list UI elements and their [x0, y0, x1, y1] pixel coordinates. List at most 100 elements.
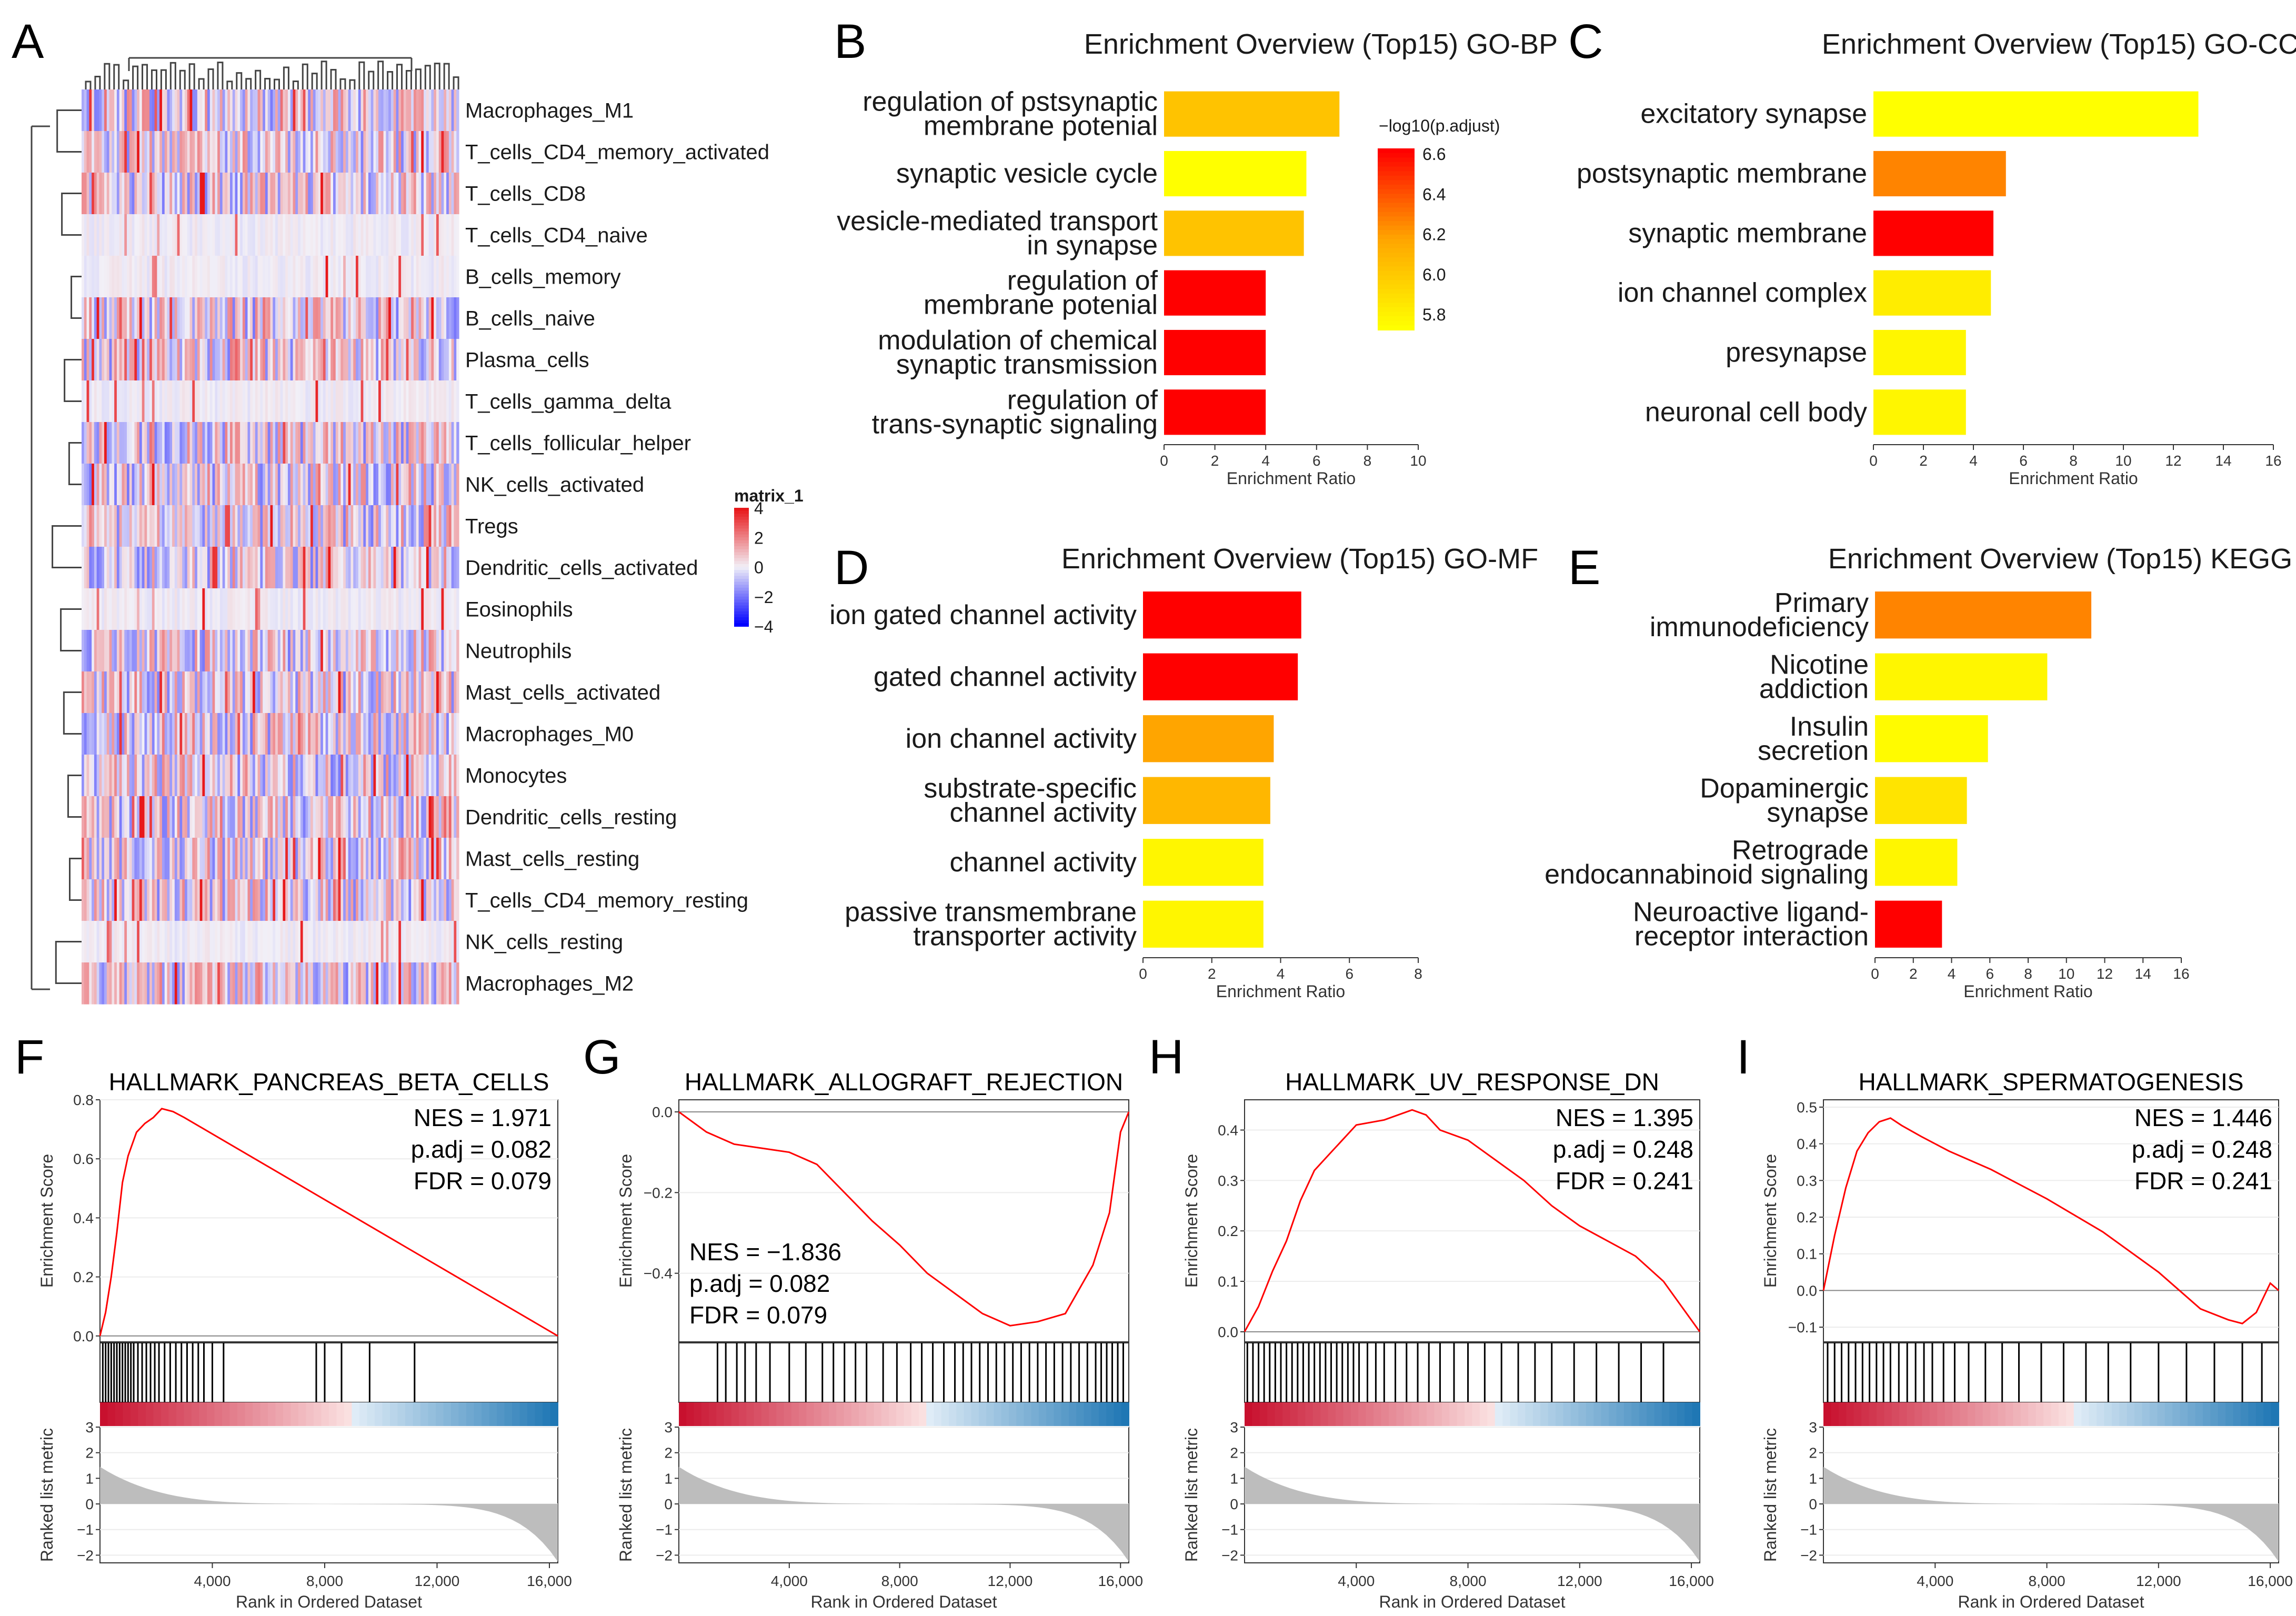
- heatmap-cell: [436, 588, 439, 630]
- heatmap-cell: [406, 256, 409, 298]
- heatmap-cell: [99, 547, 102, 589]
- heatmap-cell: [298, 796, 301, 838]
- rank-color-bar-segment: [382, 1402, 390, 1426]
- heatmap-cell: [184, 879, 188, 921]
- heatmap-cell: [230, 256, 233, 298]
- heatmap-cell: [330, 464, 334, 506]
- heatmap-cell: [114, 339, 117, 381]
- rank-color-bar-segment: [2157, 1402, 2165, 1426]
- heatmap-cell: [184, 962, 188, 1005]
- heatmap-cell: [230, 89, 233, 132]
- heatmap-cell: [310, 962, 314, 1005]
- heatmap-cell: [343, 380, 346, 423]
- heatmap-cell: [348, 630, 352, 672]
- row-dendrogram-branch: [61, 193, 82, 236]
- heatmap-cell: [154, 630, 157, 672]
- heatmap-cell: [162, 214, 165, 256]
- heatmap-cell: [260, 671, 263, 714]
- heatmap-row-label: NK_cells_resting: [465, 931, 623, 954]
- heatmap-cell: [431, 505, 434, 547]
- rank-color-bar-segment: [550, 1402, 558, 1426]
- heatmap-cell: [451, 131, 455, 173]
- heatmap-cell: [149, 921, 153, 963]
- heatmap-cell: [197, 921, 200, 963]
- heatmap-cell: [217, 755, 220, 797]
- heatmap-cell: [242, 214, 246, 256]
- heatmap-cell: [383, 173, 386, 215]
- heatmap-cell: [154, 671, 157, 714]
- heatmap-cell: [293, 796, 296, 838]
- color-legend-swatch: [1378, 262, 1415, 267]
- heatmap-cell: [129, 547, 133, 589]
- column-dendrogram-branch: [151, 69, 157, 89]
- heatmap-cell: [119, 89, 123, 132]
- heatmap-cell: [159, 671, 163, 714]
- heatmap-cell: [137, 214, 140, 256]
- heatmap-cell: [287, 214, 291, 256]
- heatmap-cell: [207, 131, 210, 173]
- heatmap-cell: [179, 755, 183, 797]
- heatmap-cell: [383, 838, 386, 880]
- heatmap-cell: [99, 879, 102, 921]
- heatmap-cell: [195, 671, 198, 714]
- heatmap-cell: [277, 962, 281, 1005]
- heatmap-cell: [172, 464, 175, 506]
- heatmap-cell: [225, 173, 228, 215]
- heatmap-cell: [174, 256, 178, 298]
- es-y-tick-label: 0.0: [1797, 1282, 1817, 1299]
- heatmap-cell: [426, 755, 429, 797]
- color-legend-swatch: [1378, 257, 1415, 263]
- heatmap-cell: [424, 671, 427, 714]
- heatmap-cell: [408, 630, 412, 672]
- heatmap-cell: [127, 921, 130, 963]
- heatmap-cell: [172, 214, 175, 256]
- heatmap-cell: [338, 214, 341, 256]
- rank-color-bar-segment: [535, 1402, 543, 1426]
- heatmap-cell: [333, 713, 336, 755]
- heatmap-legend-swatch: [734, 540, 749, 544]
- heatmap-cell: [366, 339, 369, 381]
- gsea-stat: NES = 1.971: [414, 1104, 552, 1131]
- heatmap-cell: [82, 588, 85, 630]
- heatmap-cell: [295, 214, 298, 256]
- heatmap-cell: [265, 173, 268, 215]
- heatmap-cell: [328, 464, 331, 506]
- heatmap-cell: [426, 796, 429, 838]
- heatmap-cell: [215, 422, 218, 464]
- heatmap-cell: [92, 755, 95, 797]
- rank-color-bar-segment: [1609, 1402, 1617, 1426]
- heatmap-cell: [222, 297, 226, 339]
- rank-color-bar-segment: [2210, 1402, 2219, 1426]
- heatmap-cell: [441, 879, 444, 921]
- heatmap-cell: [164, 588, 168, 630]
- rank-color-bar-segment: [367, 1402, 375, 1426]
- rank-color-bar-segment: [1616, 1402, 1625, 1426]
- heatmap-cell: [144, 214, 147, 256]
- heatmap-cell: [378, 838, 382, 880]
- heatmap-cell: [99, 796, 102, 838]
- heatmap-cell: [154, 422, 157, 464]
- heatmap-cell: [366, 173, 369, 215]
- heatmap-cell: [401, 547, 404, 589]
- heatmap-cell: [119, 297, 123, 339]
- heatmap-cell: [396, 214, 399, 256]
- heatmap-cell: [205, 755, 208, 797]
- heatmap-cell: [263, 921, 266, 963]
- heatmap-cell: [366, 630, 369, 672]
- heatmap-cell: [167, 256, 170, 298]
- heatmap-cell: [383, 297, 386, 339]
- heatmap-cell: [257, 588, 260, 630]
- heatmap-cell: [197, 256, 200, 298]
- metric-y-tick-label: 1: [85, 1470, 94, 1487]
- heatmap-cell: [290, 173, 294, 215]
- heatmap-cell: [167, 755, 170, 797]
- heatmap-cell: [237, 838, 240, 880]
- heatmap-cell: [438, 464, 442, 506]
- heatmap-cell: [325, 173, 329, 215]
- heatmap-cell: [378, 131, 382, 173]
- heatmap-cell: [217, 921, 220, 963]
- heatmap-cell: [370, 131, 374, 173]
- heatmap-cell: [179, 380, 183, 423]
- heatmap-cell: [434, 630, 437, 672]
- column-dendrogram-branch: [94, 76, 101, 89]
